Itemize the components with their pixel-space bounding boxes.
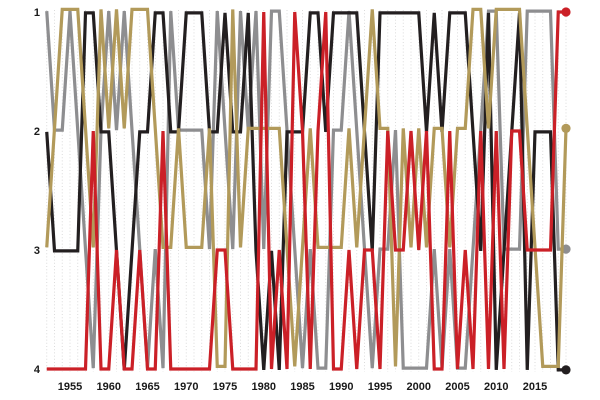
series-tan	[45, 7, 571, 368]
x-axis-labels: 1955 1960 1965 1970 1975 1980 1985 1990 1995 2000…	[58, 381, 547, 393]
y-axis-tick-label: 4	[34, 364, 41, 376]
x-axis-tick-label: 1990	[329, 381, 353, 393]
end-dot-tan	[561, 123, 571, 133]
y-axis-labels: 1 2 3 4	[34, 7, 41, 376]
x-axis-tick-label: 1970	[174, 381, 198, 393]
x-axis-tick-label: 1995	[368, 381, 392, 393]
end-dot-red	[561, 7, 571, 17]
series-line-tan	[45, 7, 568, 368]
series-line-red	[46, 10, 566, 371]
y-axis-tick-label: 1	[34, 7, 40, 19]
series-line-black	[45, 11, 566, 372]
x-axis-tick-label: 1985	[290, 381, 314, 393]
x-axis-tick-label: 1965	[135, 381, 159, 393]
x-axis-tick-label: 1960	[97, 381, 121, 393]
y-axis-tick-label: 3	[34, 245, 40, 257]
x-axis-tick-label: 2005	[445, 381, 469, 393]
y-axis-tick-label: 2	[34, 126, 40, 138]
x-axis-tick-label: 1980	[252, 381, 276, 393]
x-axis-tick-label: 1975	[213, 381, 237, 393]
x-axis-tick-label: 2010	[484, 381, 508, 393]
end-dot-black	[561, 365, 571, 375]
x-axis-tick-label: 1955	[58, 381, 82, 393]
x-axis-tick-label: 2000	[407, 381, 431, 393]
x-axis-tick-label: 2015	[523, 381, 547, 393]
series-black	[45, 11, 571, 375]
series-red	[46, 7, 571, 371]
